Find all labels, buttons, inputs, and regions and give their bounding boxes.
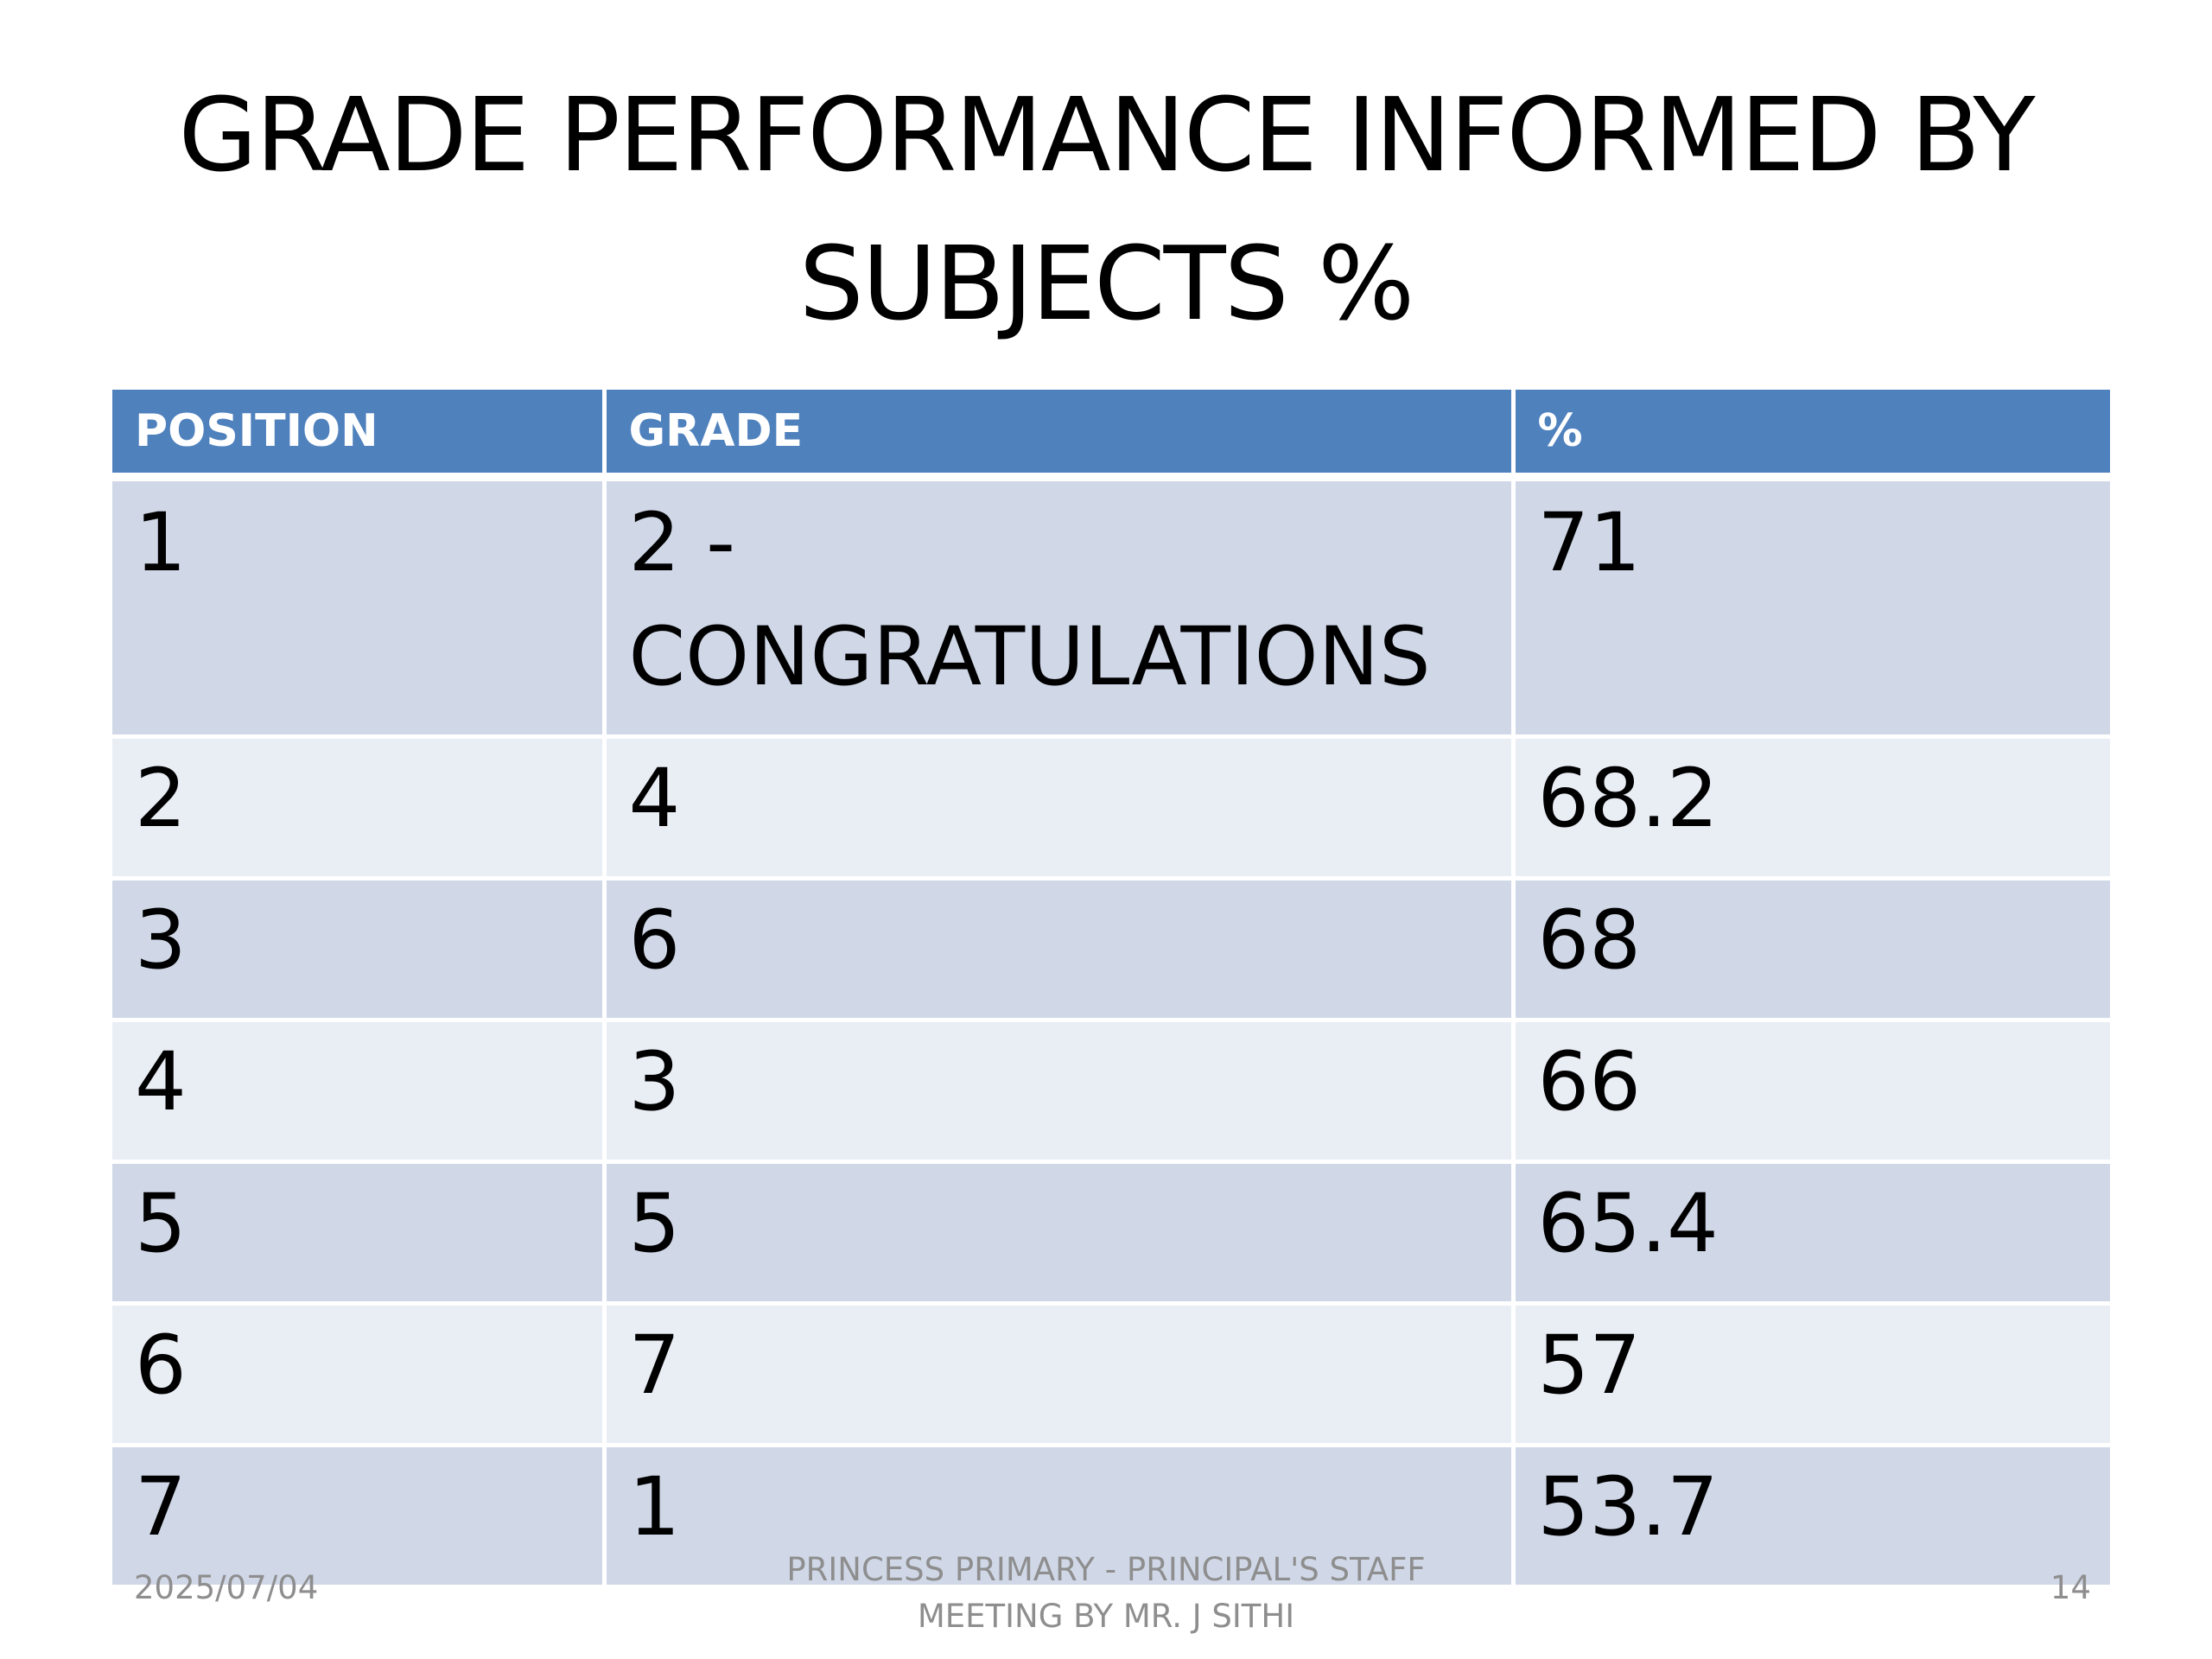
percent-cell: 53.7	[1510, 1445, 2110, 1589]
slide-title-line-1: GRADE PERFORMANCE INFORMED BY	[178, 75, 2035, 194]
grade-performance-table: POSITION GRADE % 1 2 - CONGRATULATIONS 7…	[112, 390, 2110, 1589]
grade-cell: 5	[601, 1161, 1513, 1306]
table-row: 6 7 57	[112, 1303, 2110, 1447]
position-cell: 1	[112, 477, 604, 739]
footer-date: 2025/07/04	[134, 1569, 319, 1606]
slide-title-line-2: SUBJECTS %	[798, 224, 1415, 343]
grade-cell: 2 - CONGRATULATIONS	[601, 477, 1513, 739]
position-cell: 3	[112, 878, 604, 1022]
position-cell: 6	[112, 1303, 604, 1447]
percent-cell: 68.2	[1510, 736, 2110, 880]
percent-cell: 57	[1510, 1303, 2110, 1447]
table-row: 1 2 - CONGRATULATIONS 71	[112, 477, 2110, 739]
column-header-grade: GRADE	[601, 390, 1513, 481]
position-cell: 2	[112, 736, 604, 880]
percent-cell: 68	[1510, 878, 2110, 1022]
grade-cell: 3	[601, 1020, 1513, 1164]
grade-cell-line-2: CONGRATULATIONS	[628, 610, 1431, 704]
grade-cell: 7	[601, 1303, 1513, 1447]
slide-title: GRADE PERFORMANCE INFORMED BY SUBJECTS %	[0, 60, 2212, 358]
column-header-position: POSITION	[112, 390, 604, 481]
percent-cell: 71	[1510, 477, 2110, 739]
table-row: 7 1 53.7	[112, 1445, 2110, 1589]
position-cell: 5	[112, 1161, 604, 1306]
percent-cell: 66	[1510, 1020, 2110, 1164]
table-row: 2 4 68.2	[112, 736, 2110, 880]
grade-cell: 6	[601, 878, 1513, 1022]
table-row: 5 5 65.4	[112, 1161, 2110, 1306]
grade-cell: 4	[601, 736, 1513, 880]
grade-cell: 1	[601, 1445, 1513, 1589]
footer-center-line-1: PRINCESS PRIMARY - PRINCIPAL'S STAFF	[786, 1551, 1426, 1588]
table-row: 3 6 68	[112, 878, 2110, 1022]
position-cell: 7	[112, 1445, 604, 1589]
table-header-row: POSITION GRADE %	[112, 390, 2110, 481]
footer-presentation-info: PRINCESS PRIMARY - PRINCIPAL'S STAFF MEE…	[760, 1547, 1452, 1640]
percent-cell: 65.4	[1510, 1161, 2110, 1306]
slide-number: 14	[2050, 1569, 2091, 1606]
grade-cell-line-1: 2 -	[628, 496, 736, 590]
footer-center-line-2: MEETING BY MR. J SITHI	[917, 1598, 1295, 1635]
table-row: 4 3 66	[112, 1020, 2110, 1164]
position-cell: 4	[112, 1020, 604, 1164]
column-header-percent: %	[1510, 390, 2110, 481]
